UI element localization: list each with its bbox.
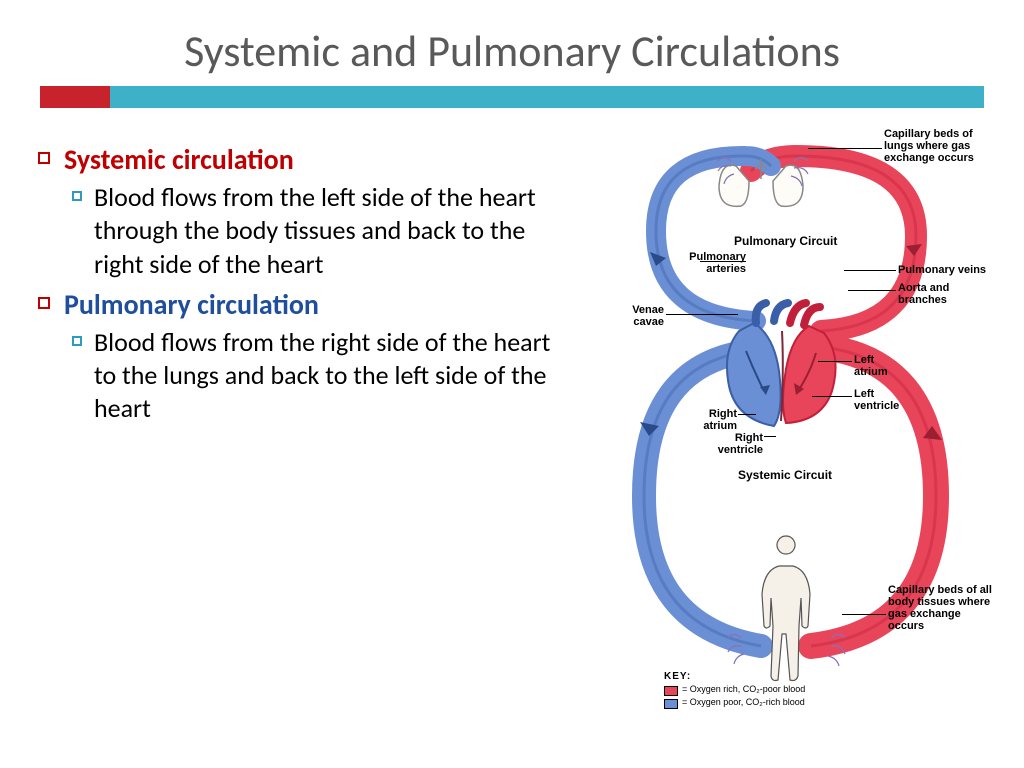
key-row-rich: = Oxygen rich, CO₂-poor blood <box>664 685 805 696</box>
label-venae-cavae: Venae cavae <box>618 304 664 328</box>
swatch-oxygen-poor <box>664 699 678 709</box>
key-text-poor: = Oxygen poor, CO₂-rich blood <box>682 698 805 708</box>
accent-red <box>40 86 110 108</box>
bullet-sub-text: Blood flows from the left side of the he… <box>94 181 578 281</box>
pulmonary-circuit-label: Pulmonary Circuit <box>734 234 837 248</box>
label-pulmonary-veins: Pulmonary veins <box>898 264 986 276</box>
label-left-ventricle: Left ventricle <box>854 388 909 412</box>
key-text-rich: = Oxygen rich, CO₂-poor blood <box>682 685 805 695</box>
title-area: Systemic and Pulmonary Circulations <box>0 0 1024 118</box>
content-row: Systemic circulation Blood flows from the… <box>0 118 1024 736</box>
label-right-atrium: Right atrium <box>692 408 737 432</box>
accent-bar <box>40 86 984 108</box>
label-left-atrium: Left atrium <box>854 354 904 378</box>
bullet-marker-icon <box>38 297 50 309</box>
diagram-column: Pulmonary Circuit Systemic Circuit Capil… <box>586 136 1006 736</box>
bullet-heading: Systemic circulation <box>38 142 578 177</box>
label-pulmonary-arteries: Pulmonary arteries <box>676 251 746 275</box>
slide-title: Systemic and Pulmonary Circulations <box>40 24 984 78</box>
bullet-sub: Blood flows from the right side of the h… <box>72 326 578 426</box>
bullet-heading-text: Pulmonary circulation <box>64 287 319 322</box>
swatch-oxygen-rich <box>664 686 678 696</box>
label-capillary-body: Capillary beds of all body tissues where… <box>888 584 998 632</box>
bullet-sub-text: Blood flows from the right side of the h… <box>94 326 578 426</box>
systemic-circuit-label: Systemic Circuit <box>738 468 832 482</box>
circulation-diagram <box>586 126 1006 726</box>
label-right-ventricle: Right ventricle <box>708 432 763 456</box>
legend-key: KEY: = Oxygen rich, CO₂-poor blood = Oxy… <box>664 671 805 711</box>
key-row-poor: = Oxygen poor, CO₂-rich blood <box>664 698 805 709</box>
text-column: Systemic circulation Blood flows from the… <box>38 136 578 736</box>
bullet-marker-icon <box>38 152 50 164</box>
label-aorta: Aorta and branches <box>898 282 968 306</box>
bullet-marker-icon <box>72 336 82 346</box>
bullet-marker-icon <box>72 191 82 201</box>
key-title: KEY: <box>664 671 805 682</box>
bullet-heading: Pulmonary circulation <box>38 287 578 322</box>
bullet-heading-text: Systemic circulation <box>64 142 294 177</box>
accent-teal <box>110 86 984 108</box>
bullet-sub: Blood flows from the left side of the he… <box>72 181 578 281</box>
label-capillary-lungs: Capillary beds of lungs where gas exchan… <box>884 128 994 164</box>
